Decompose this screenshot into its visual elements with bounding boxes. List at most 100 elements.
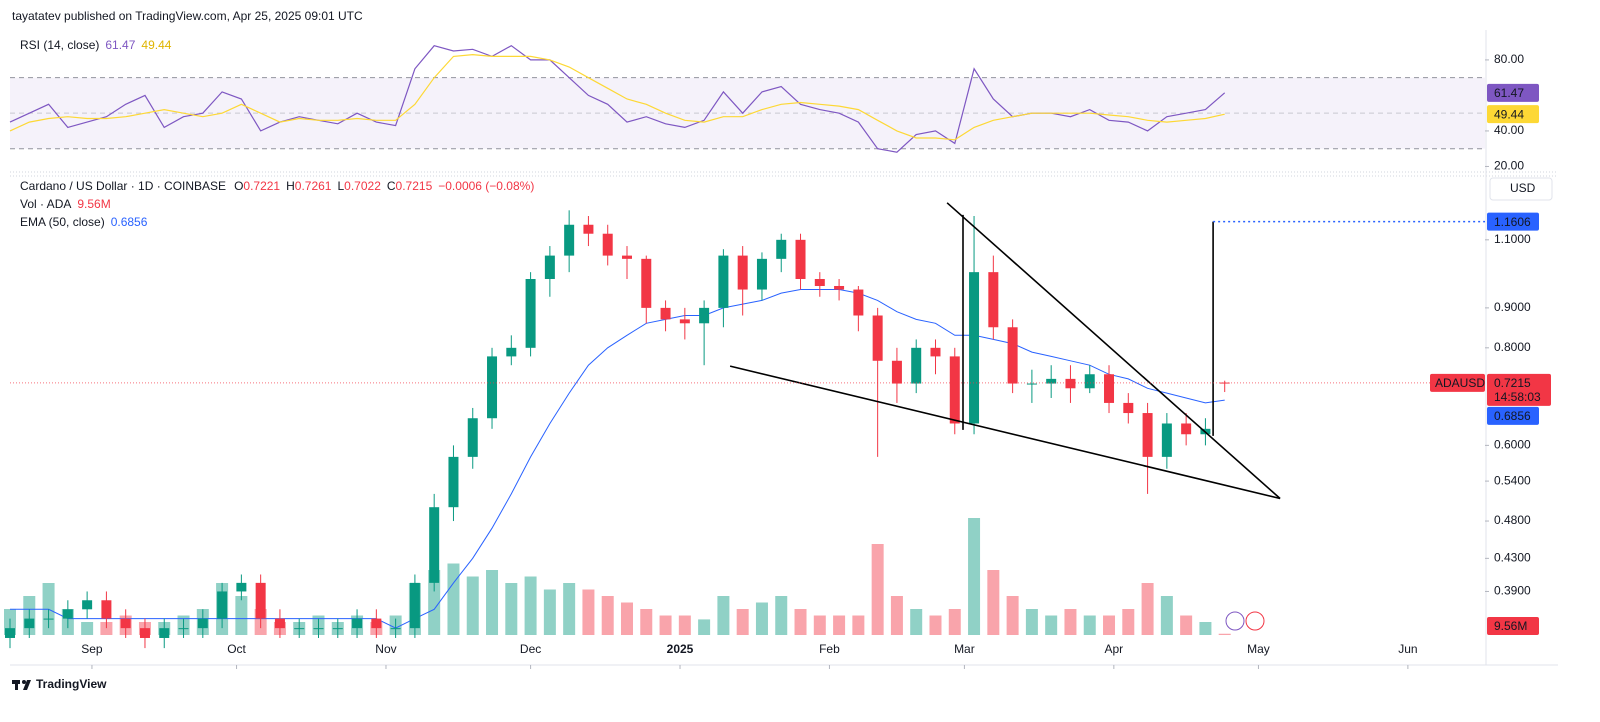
- currency-button[interactable]: [1489, 177, 1553, 201]
- volume-bar: [543, 589, 556, 635]
- x-tick-label: Nov: [375, 642, 396, 656]
- volume-bar: [717, 596, 730, 635]
- candle-body: [602, 233, 613, 256]
- ema-line: [10, 289, 1225, 629]
- candle-body: [911, 347, 922, 384]
- volume-bar: [601, 596, 614, 635]
- candle-body: [255, 582, 266, 619]
- volume-legend: Vol · ADA 9.56M: [20, 197, 111, 211]
- published-line: tayatatev published on TradingView.com, …: [12, 9, 363, 23]
- ohlc-key: H: [286, 179, 295, 193]
- last-price: 0.7215: [1494, 376, 1531, 390]
- y-tick-label: 0.6000: [1494, 438, 1531, 452]
- candle-body: [82, 600, 93, 610]
- volume-last-value: 9.56M: [1494, 619, 1527, 633]
- x-tick-label: Oct: [227, 642, 246, 656]
- volume-bar: [678, 615, 691, 635]
- candle-body: [756, 258, 767, 290]
- rsi-value: 61.47: [105, 38, 135, 52]
- y-tick-label: 0.4800: [1494, 513, 1531, 527]
- candle-body: [139, 628, 150, 638]
- volume-bar: [428, 570, 441, 635]
- volume-bar: [1083, 615, 1096, 635]
- target-label: 1.1606: [1494, 215, 1531, 229]
- ema-last-value: 0.6856: [1494, 409, 1531, 423]
- volume-bar: [698, 619, 711, 635]
- volume-bar: [1045, 615, 1058, 635]
- y-tick-label: 1.1000: [1494, 232, 1531, 246]
- volume-bar: [1180, 615, 1193, 635]
- y-tick-label: 0.8000: [1494, 340, 1531, 354]
- y-tick-label: 0.5400: [1494, 473, 1531, 487]
- volume-bar: [929, 615, 942, 635]
- candle-body: [795, 239, 806, 279]
- candle-body: [487, 356, 498, 419]
- rsi-title: RSI (14, close): [20, 38, 99, 52]
- currency[interactable]: USD: [1510, 181, 1536, 195]
- candle-body: [101, 600, 112, 619]
- last-price-box: [1487, 373, 1551, 406]
- candle-body: [930, 347, 941, 357]
- candle-body: [776, 239, 787, 259]
- candle-body: [988, 272, 999, 328]
- volume-bar: [852, 615, 865, 635]
- x-tick-label: Dec: [520, 642, 541, 656]
- symbol: ADAUSD: [1435, 376, 1485, 390]
- candle-body: [949, 356, 960, 424]
- x-tick-label: Sep: [81, 642, 103, 656]
- candle-body: [1084, 374, 1095, 389]
- volume-bar: [1122, 609, 1135, 635]
- symbol-title: Cardano / US Dollar · 1D · COINBASE: [20, 179, 226, 193]
- ohlc-key: C: [387, 179, 396, 193]
- candle-body: [679, 319, 690, 324]
- volume-bar: [813, 615, 826, 635]
- volume-bar: [235, 596, 248, 635]
- rsi-last-value: 49.44: [1494, 107, 1524, 121]
- volume-bar: [910, 609, 923, 635]
- volume-bar: [620, 602, 633, 635]
- candle-body: [294, 628, 305, 630]
- candle-body: [525, 278, 536, 348]
- candle-body: [834, 285, 845, 290]
- candle-body: [371, 618, 382, 629]
- rsi-legend: RSI (14, close) 61.47 49.44: [20, 38, 172, 52]
- volume-bar: [871, 544, 884, 635]
- rsi-last-value: 61.47: [1494, 86, 1524, 100]
- candle-body: [197, 618, 208, 629]
- trend-line: [946, 202, 1281, 500]
- ema-last-value-box: [1487, 406, 1539, 425]
- candle-body: [872, 315, 883, 361]
- candle-body: [1219, 382, 1230, 384]
- countdown: 14:58:03: [1494, 390, 1541, 404]
- candle-body: [1123, 402, 1134, 414]
- volume-bar: [563, 583, 576, 635]
- volume-bar: [890, 596, 903, 635]
- volume-bar: [1199, 622, 1212, 635]
- volume-bar: [466, 576, 479, 635]
- volume-bar: [1218, 633, 1231, 635]
- candle-body: [467, 418, 478, 457]
- candle-body: [891, 360, 902, 384]
- volume-bar: [447, 563, 460, 635]
- volume-bar: [1141, 583, 1154, 635]
- candle-body: [120, 618, 131, 629]
- candle-body: [853, 289, 864, 316]
- candle-body: [544, 255, 555, 279]
- candle-body: [564, 224, 575, 256]
- candle-body: [352, 618, 363, 629]
- candle-body: [1142, 413, 1153, 457]
- candle-body: [43, 618, 54, 620]
- brand: TradingView: [36, 677, 107, 691]
- candle-body: [621, 255, 632, 259]
- ohlc-key: L: [337, 179, 344, 193]
- ohlc-value: 0.7022: [344, 179, 381, 193]
- change: −0.0006 (−0.08%): [438, 179, 534, 193]
- volume-bar: [1025, 609, 1038, 635]
- rsi-last-value-box: [1487, 83, 1539, 102]
- candle-body: [390, 628, 401, 630]
- icons: [1225, 611, 1265, 631]
- logo: [12, 680, 31, 690]
- candle-body: [1065, 378, 1076, 389]
- candle-body: [159, 628, 170, 638]
